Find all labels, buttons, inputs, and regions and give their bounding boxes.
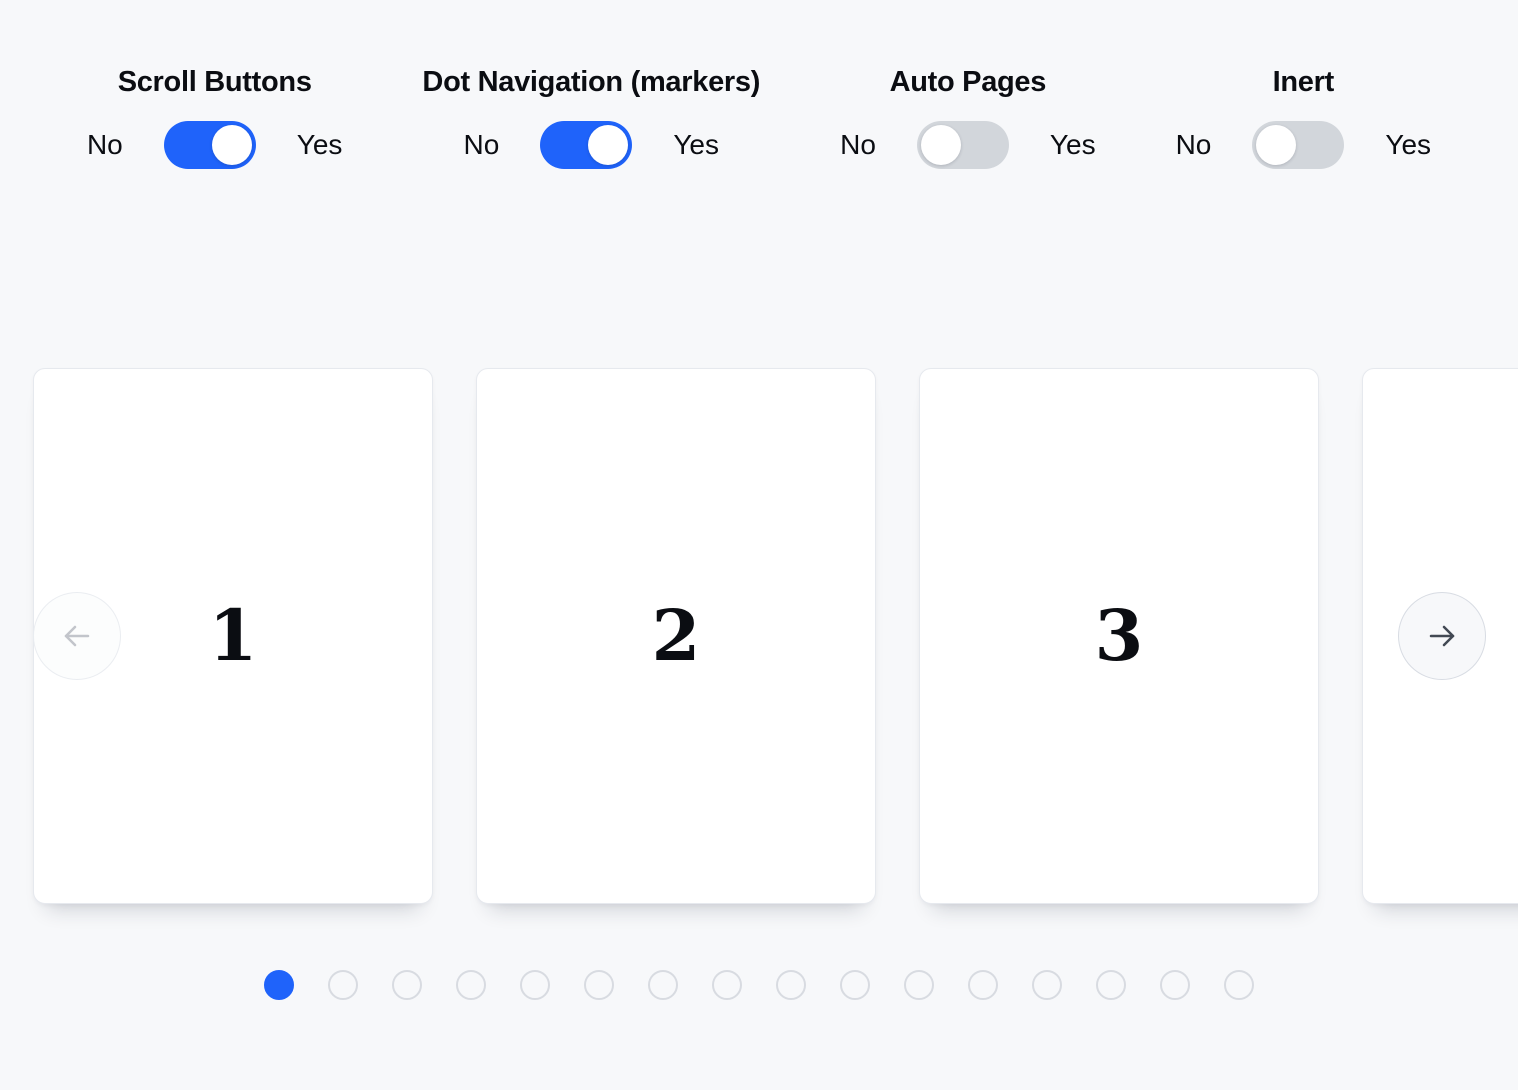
arrow-left-icon — [57, 616, 97, 656]
slide-number: 2 — [651, 594, 701, 677]
scroll-buttons-toggle[interactable] — [163, 121, 256, 169]
dot-pagination — [0, 970, 1518, 1000]
dot-marker[interactable] — [1224, 970, 1254, 1000]
control-heading: Auto Pages — [889, 66, 1047, 98]
carousel-slide[interactable]: 3 — [919, 368, 1319, 904]
toggle-knob — [588, 125, 629, 165]
control-heading: Scroll Buttons — [117, 66, 312, 98]
auto-pages-toggle[interactable] — [916, 121, 1009, 169]
dot-marker[interactable] — [1096, 970, 1126, 1000]
toggle-off-label: No — [1175, 129, 1212, 160]
slide-number: 3 — [1094, 594, 1144, 677]
dot-marker[interactable] — [264, 970, 294, 1000]
carousel-settings-panel: Scroll Buttons No Yes Dot Navigation (ma… — [0, 0, 1518, 169]
carousel: 1 2 3 — [0, 368, 1518, 904]
dot-marker[interactable] — [520, 970, 550, 1000]
dot-marker[interactable] — [648, 970, 678, 1000]
slide-number: 1 — [208, 594, 258, 677]
toggle-on-label: Yes — [673, 129, 719, 160]
control-heading: Dot Navigation (markers) — [422, 66, 761, 98]
control-inert: Inert No Yes — [1176, 64, 1431, 169]
toggle-row: No Yes — [464, 121, 719, 169]
toggle-knob — [211, 125, 252, 165]
toggle-knob — [920, 125, 961, 165]
control-heading: Inert — [1272, 66, 1335, 98]
toggle-knob — [1256, 125, 1297, 165]
inert-toggle[interactable] — [1252, 121, 1345, 169]
dot-marker[interactable] — [392, 970, 422, 1000]
toggle-row: No Yes — [1176, 121, 1431, 169]
dot-marker[interactable] — [584, 970, 614, 1000]
dot-marker[interactable] — [712, 970, 742, 1000]
dot-marker[interactable] — [904, 970, 934, 1000]
control-dot-navigation: Dot Navigation (markers) No Yes — [422, 64, 760, 169]
dot-navigation-toggle[interactable] — [540, 121, 633, 169]
toggle-row: No Yes — [87, 121, 342, 169]
dot-marker[interactable] — [1032, 970, 1062, 1000]
control-scroll-buttons: Scroll Buttons No Yes — [87, 64, 342, 169]
toggle-row: No Yes — [840, 121, 1096, 169]
toggle-on-label: Yes — [1385, 129, 1432, 160]
dot-marker[interactable] — [776, 970, 806, 1000]
prev-slide-button[interactable] — [33, 592, 121, 680]
next-slide-button[interactable] — [1398, 592, 1486, 680]
toggle-on-label: Yes — [1049, 129, 1096, 160]
dot-marker[interactable] — [456, 970, 486, 1000]
arrow-right-icon — [1422, 616, 1462, 656]
toggle-off-label: No — [86, 129, 123, 160]
carousel-slide[interactable]: 2 — [476, 368, 876, 904]
dot-marker[interactable] — [1160, 970, 1190, 1000]
carousel-track[interactable]: 1 2 3 — [0, 368, 1518, 904]
toggle-off-label: No — [840, 129, 876, 160]
toggle-off-label: No — [463, 129, 500, 160]
dot-marker[interactable] — [840, 970, 870, 1000]
dot-marker[interactable] — [968, 970, 998, 1000]
toggle-on-label: Yes — [296, 129, 343, 160]
dot-marker[interactable] — [328, 970, 358, 1000]
control-auto-pages: Auto Pages No Yes — [840, 64, 1096, 169]
